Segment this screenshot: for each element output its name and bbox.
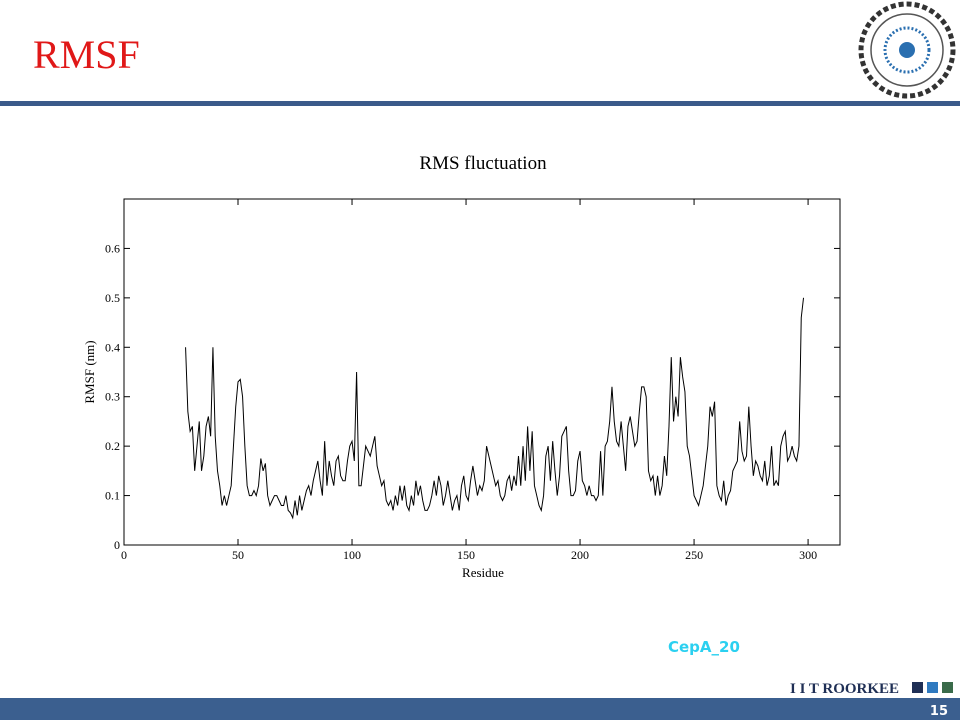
chart-title: RMS fluctuation <box>419 153 547 174</box>
y-axis-label: RMSF (nm) <box>82 340 97 403</box>
x-axis-label: Residue <box>462 565 504 580</box>
y-tick-label: 0.1 <box>105 489 120 503</box>
caption: CepA_20 <box>668 638 740 656</box>
brand-square <box>927 682 938 693</box>
x-tick-label: 150 <box>457 548 475 562</box>
brand-square <box>912 682 923 693</box>
y-tick-label: 0.4 <box>105 340 120 354</box>
logo-gear <box>858 1 956 99</box>
y-tick-label: 0.2 <box>105 439 120 453</box>
x-tick-label: 50 <box>232 548 244 562</box>
plot-frame <box>123 198 841 546</box>
x-tick-label: 100 <box>343 548 361 562</box>
x-tick-label: 200 <box>571 548 589 562</box>
logo-ring <box>870 13 944 87</box>
x-tick-label: 250 <box>685 548 703 562</box>
footer-brand: I I T ROORKEE <box>790 681 899 697</box>
footer-bar <box>0 698 960 720</box>
y-tick-label: 0.3 <box>105 390 120 404</box>
data-line <box>185 297 805 520</box>
logo <box>858 1 956 99</box>
slide-title: RMSF <box>33 32 140 77</box>
y-tick-label: 0.5 <box>105 291 120 305</box>
y-tick-label: 0.6 <box>105 241 120 255</box>
logo-hub <box>899 42 915 58</box>
y-tick-label: 0 <box>114 538 120 552</box>
plot: 0 0.1 0.2 0.3 0.4 0.5 0.6 0 50 100 150 200 250 300 <box>105 198 841 562</box>
logo-wheel <box>883 26 931 74</box>
page-number: 15 <box>930 704 948 719</box>
header-rule <box>0 101 960 106</box>
x-tick-label: 0 <box>121 548 127 562</box>
brand-square <box>942 682 953 693</box>
x-tick-label: 300 <box>799 548 817 562</box>
